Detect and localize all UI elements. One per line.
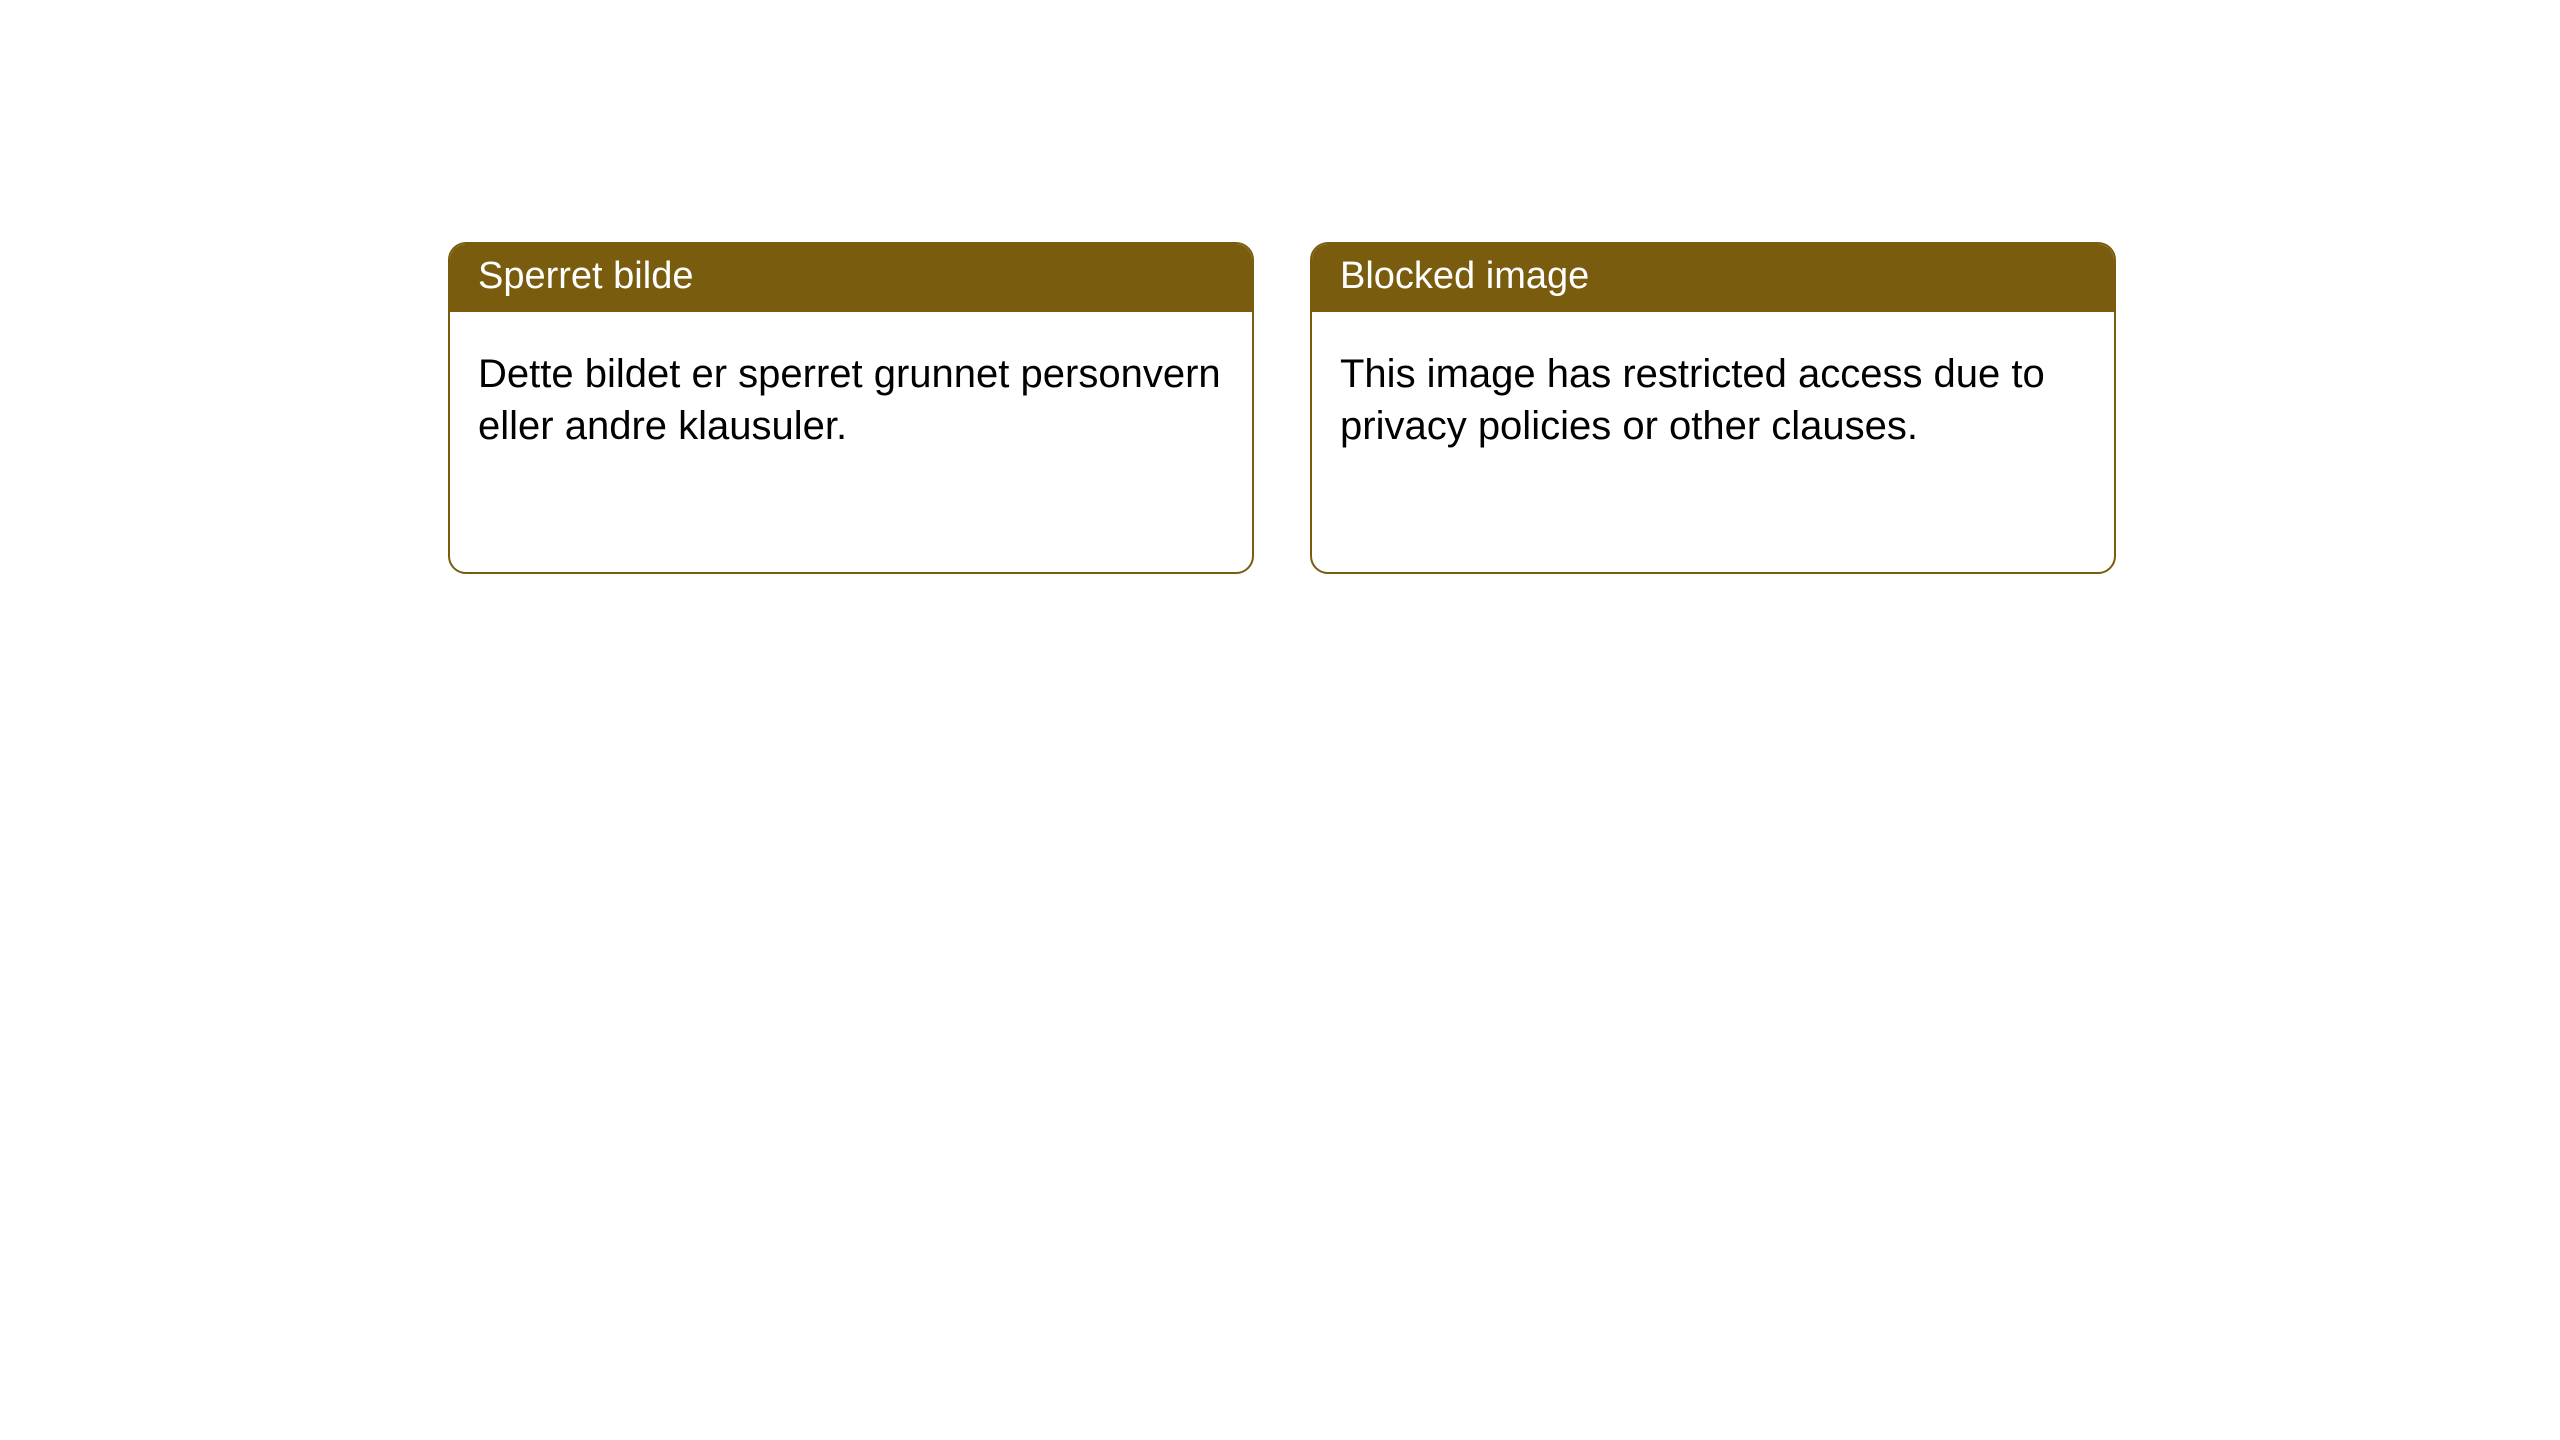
notice-body-text: Dette bildet er sperret grunnet personve…	[478, 352, 1221, 448]
notice-card-body: Dette bildet er sperret grunnet personve…	[450, 312, 1252, 572]
notice-card-body: This image has restricted access due to …	[1312, 312, 2114, 572]
notice-card-header: Blocked image	[1312, 244, 2114, 312]
notice-title: Sperret bilde	[478, 255, 693, 297]
notice-container: Sperret bilde Dette bildet er sperret gr…	[0, 0, 2560, 574]
notice-title: Blocked image	[1340, 255, 1589, 297]
notice-card-english: Blocked image This image has restricted …	[1310, 242, 2116, 574]
notice-card-norwegian: Sperret bilde Dette bildet er sperret gr…	[448, 242, 1254, 574]
notice-card-header: Sperret bilde	[450, 244, 1252, 312]
notice-body-text: This image has restricted access due to …	[1340, 352, 2045, 448]
